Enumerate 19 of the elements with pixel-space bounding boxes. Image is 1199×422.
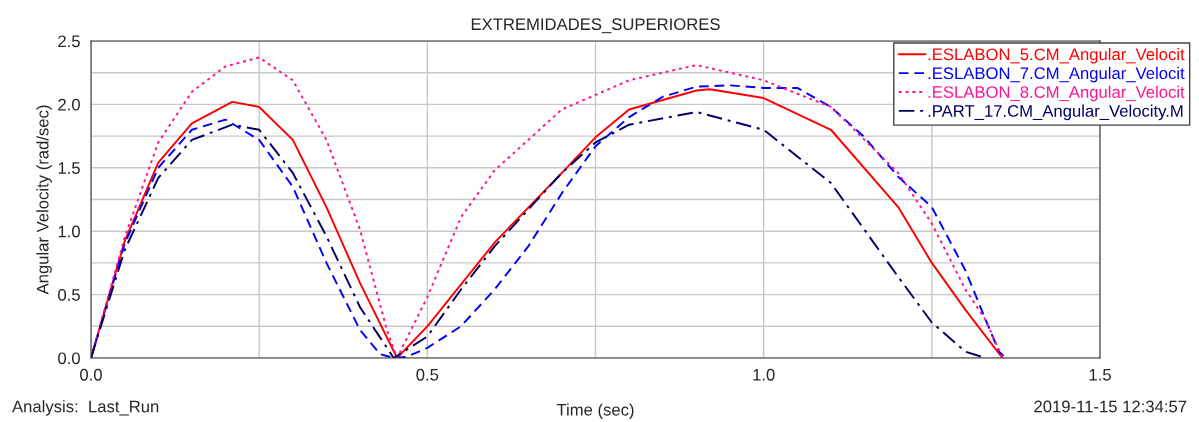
- legend-label: .PART_17.CM_Angular_Velocity.M: [928, 104, 1183, 121]
- text: Analysis: Last_Run: [12, 400, 159, 416]
- y-tick-label: 1.0: [58, 225, 80, 238]
- legend-label: .ESLABON_5.CM_Angular_Velocit: [928, 47, 1185, 64]
- x-tick-label: 0.0: [80, 368, 102, 381]
- text: 2019-11-15 12:34:57: [1034, 400, 1187, 413]
- x-axis-title: Time (sec): [556, 403, 634, 419]
- x-tick-label: 1.0: [753, 368, 775, 381]
- y-tick-label: 0.5: [58, 289, 80, 301]
- y-tick-label: 2.0: [58, 98, 80, 111]
- x-tick-label: 0.5: [416, 368, 439, 381]
- y-axis-title: Angular Velocity (rad/sec): [36, 105, 52, 295]
- legend-label: .ESLABON_7.CM_Angular_Velocit: [928, 66, 1185, 83]
- legend-label: .ESLABON_8.CM_Angular_Velocit: [928, 85, 1185, 102]
- x-tick-label: 1.5: [1089, 369, 1111, 381]
- y-tick-label: 2.5: [58, 35, 80, 48]
- chart-title: EXTREMIDADES_SUPERIORES: [471, 18, 720, 34]
- y-tick-label: 0.0: [58, 352, 80, 365]
- y-tick-label: 1.5: [58, 162, 80, 174]
